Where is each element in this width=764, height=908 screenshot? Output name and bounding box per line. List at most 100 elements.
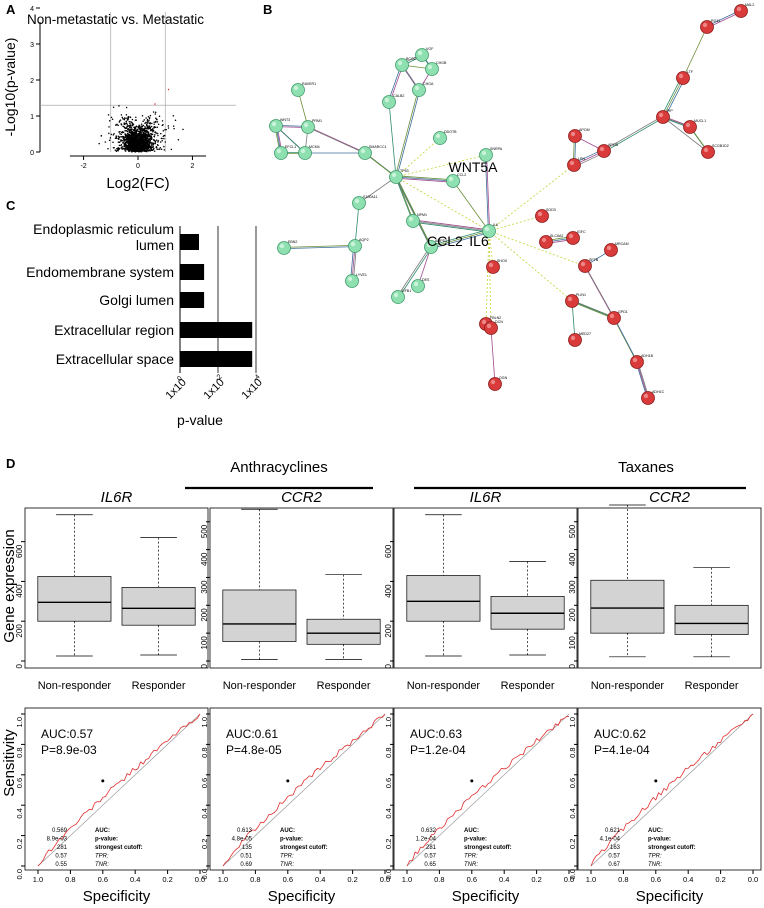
- roc-cutoff-point: [470, 779, 474, 783]
- roc-annot-key: strongest cutoff:: [95, 845, 143, 851]
- network-edge: [307, 125, 365, 153]
- roc-x-tick-label: 0.4: [499, 875, 509, 884]
- network-edge: [358, 176, 397, 204]
- roc-annot-key: p-value:: [95, 837, 118, 843]
- go-category-label: lumen: [136, 237, 174, 253]
- volcano-point: [152, 129, 155, 132]
- roc-x-tick-label: 0.6: [467, 875, 477, 884]
- roc-x-tick-label: 0.0: [748, 875, 758, 884]
- roc-annot-key: strongest cutoff:: [464, 845, 512, 851]
- roc-curve: [406, 715, 570, 867]
- volcano-point: [151, 149, 154, 152]
- roc-x-tick-label: 0.6: [283, 875, 293, 884]
- volcano-point: [120, 133, 123, 136]
- volcano-point: [134, 137, 137, 140]
- volcano-point: [132, 145, 134, 148]
- roc-annot-value: 1.2e-04: [416, 837, 437, 843]
- volcano-point: [140, 123, 143, 125]
- roc-x-label: Specificity: [452, 888, 520, 905]
- network-node-label: WNT3: [280, 118, 290, 122]
- roc-curve: [37, 713, 201, 867]
- roc-x-label: Specificity: [83, 888, 151, 905]
- roc-annot-key: TPR:: [464, 854, 478, 860]
- network-edge: [284, 246, 356, 250]
- volcano-point: [125, 127, 128, 129]
- volcano-point: [120, 146, 123, 148]
- volcano-point: [148, 127, 151, 130]
- go-bar: [180, 322, 253, 338]
- roc-diagonal: [406, 713, 570, 867]
- volcano-point: [161, 120, 164, 122]
- roc-auc-text: AUC:0.61: [226, 727, 278, 741]
- network-node-highlight: [384, 97, 390, 103]
- volcano-point: [126, 123, 129, 126]
- panel-letter-c: C: [6, 198, 16, 213]
- volcano-point: [141, 114, 144, 117]
- roc-annot-value: 0.69: [240, 862, 252, 868]
- network-edge: [585, 266, 615, 319]
- volcano-point: [136, 144, 139, 146]
- roc-auc-text: AUC:0.57: [41, 727, 93, 741]
- volcano-point: [142, 143, 145, 146]
- network-node-label: SMARCC1: [369, 145, 387, 149]
- network-node-highlight: [354, 198, 360, 204]
- network-node-highlight: [736, 6, 742, 12]
- roc-x-tick-label: 0.0: [564, 875, 574, 884]
- volcano-point: [144, 134, 147, 137]
- roc-x-tick-label: 0.0: [195, 875, 205, 884]
- network-node-label: VGF: [426, 47, 434, 51]
- network-node-highlight: [360, 148, 366, 154]
- volcano-point: [143, 137, 145, 139]
- network-node-label: SLC6A2: [550, 234, 563, 238]
- network-edge: [614, 318, 639, 363]
- volcano-point: [112, 106, 115, 108]
- volcano-point: [133, 126, 135, 129]
- volcano-point: [114, 137, 117, 139]
- volcano-title: Non-metastatic vs. Metastatic: [27, 12, 204, 27]
- network-node-highlight: [397, 60, 403, 66]
- volcano-point: [139, 134, 142, 137]
- boxplot-y-tick-label: 0: [384, 663, 393, 668]
- network-node-highlight: [632, 357, 638, 363]
- network-edge: [488, 230, 492, 329]
- volcano-point: [134, 140, 136, 142]
- volcano-point: [138, 133, 141, 135]
- roc-x-tick-label: 0.4: [130, 875, 140, 884]
- volcano-point: [117, 146, 119, 149]
- volcano-point: [141, 150, 143, 153]
- boxplot-box: [222, 589, 297, 642]
- roc-x-tick-label: 0.6: [651, 875, 661, 884]
- boxplot-y-tick-label: 400: [384, 584, 393, 598]
- network-edge: [396, 178, 433, 249]
- volcano-point: [119, 147, 121, 150]
- volcano-point: [143, 129, 145, 132]
- volcano-point: [136, 133, 138, 135]
- roc-p-text: P=4.8e-05: [226, 743, 282, 757]
- volcano-point: [157, 140, 160, 142]
- network-node-label: OGN: [499, 376, 508, 380]
- go-tick-exponent: 0: [176, 375, 184, 383]
- network-node-highlight: [350, 241, 356, 247]
- roc-annot-value: 0.67: [608, 862, 620, 868]
- volcano-point: [164, 141, 167, 143]
- volcano-point: [146, 120, 149, 122]
- roc-y-tick-label: 0.0: [15, 869, 24, 879]
- volcano-point: [117, 138, 120, 141]
- network-node-label: IL6: [493, 223, 498, 227]
- volcano-point: [126, 130, 129, 133]
- volcano-point: [150, 134, 152, 137]
- roc-y-label: Sensitivity: [1, 729, 18, 797]
- volcano-point: [117, 124, 119, 127]
- roc-y-tick-label: 0.2: [15, 839, 24, 849]
- volcano-point: [156, 121, 159, 123]
- volcano-point: [124, 130, 126, 132]
- panel-letter-d: D: [6, 456, 16, 471]
- roc-x-tick-label: 0.2: [531, 875, 541, 884]
- boxplot-y-tick-label: 200: [384, 624, 393, 638]
- volcano-point: [130, 144, 132, 147]
- network-node-label: MRCAM: [615, 242, 629, 246]
- volcano-point: [138, 143, 141, 146]
- network-node-highlight: [570, 335, 576, 341]
- network-node-highlight: [417, 50, 423, 56]
